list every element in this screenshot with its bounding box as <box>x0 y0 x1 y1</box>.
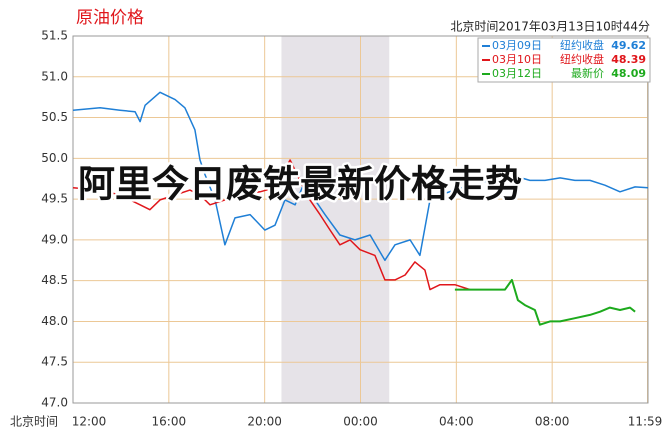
legend-value: 48.39 <box>611 53 646 66</box>
x-tick-label: 08:00 <box>535 415 570 429</box>
y-tick-label: 47.5 <box>41 355 68 369</box>
legend-name: 03月09日 <box>492 39 542 52</box>
y-tick-label: 50.5 <box>41 110 68 124</box>
x-tick-label: 16:00 <box>152 415 187 429</box>
legend-label: 纽约收盘 <box>560 52 604 66</box>
chart-title: 原油价格 <box>76 8 144 28</box>
legend-value: 48.09 <box>611 67 646 80</box>
y-tick-label: 50.0 <box>41 151 68 165</box>
series-line <box>454 278 636 326</box>
legend-label: 最新价 <box>571 66 604 80</box>
y-tick-label: 49.5 <box>41 192 68 206</box>
legend-name: 03月12日 <box>492 67 542 80</box>
plot-frame <box>72 35 649 404</box>
legend-label: 纽约收盘 <box>560 38 604 52</box>
x-tick-label: 11:59 <box>628 415 663 429</box>
legend-box <box>477 37 651 83</box>
y-tick-label: 51.0 <box>41 69 68 83</box>
x-tick-label: 12:00 <box>72 415 107 429</box>
y-tick-label: 47.0 <box>41 396 68 410</box>
legend-value: 49.62 <box>611 39 646 52</box>
y-tick-label: 48.0 <box>41 314 68 328</box>
shaded-period <box>281 36 390 403</box>
y-tick-label: 51.5 <box>41 29 68 43</box>
y-tick-label: 49.0 <box>41 232 68 246</box>
legend-name: 03月10日 <box>492 53 542 66</box>
x-axis-label: 北京时间 <box>10 415 58 429</box>
series-line <box>72 91 649 262</box>
x-tick-label: 00:00 <box>343 415 378 429</box>
overlay-text: 阿里今日废铁最新价格走势 <box>78 163 522 206</box>
y-tick-label: 48.5 <box>41 273 68 287</box>
x-tick-label: 04:00 <box>439 415 474 429</box>
series-line <box>72 159 471 291</box>
timestamp: 北京时间2017年03月13日10时44分 <box>450 20 650 34</box>
x-tick-label: 20:00 <box>247 415 282 429</box>
